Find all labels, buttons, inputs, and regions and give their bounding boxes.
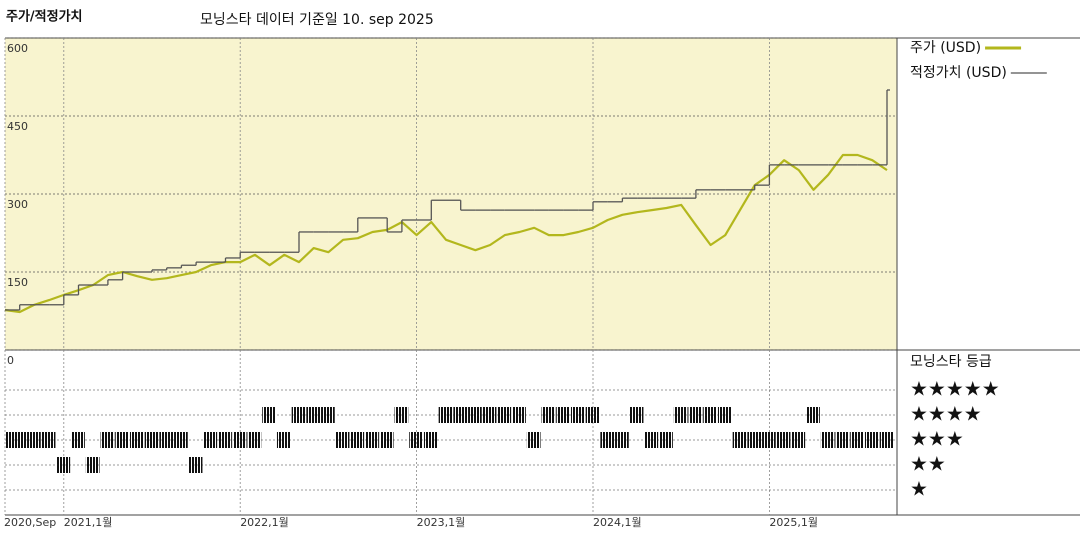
rating-bar	[747, 432, 762, 448]
rating-bar	[321, 407, 335, 423]
rating-bar	[56, 457, 71, 473]
rating-bar	[644, 432, 659, 448]
rating-bar	[453, 407, 468, 423]
rating-bar	[423, 432, 438, 448]
x-tick-label: 2021,1월	[64, 516, 113, 529]
rating-bar	[879, 432, 894, 448]
x-tick-label: 2024,1월	[593, 516, 642, 529]
rating-bar	[541, 407, 556, 423]
x-tick-label: 2020,Sep	[4, 516, 56, 529]
rating-bar	[776, 432, 791, 448]
rating-bar	[232, 432, 247, 448]
rating-bar	[350, 432, 365, 448]
rating-bar	[600, 432, 615, 448]
rating-bar	[497, 407, 512, 423]
rating-bar	[468, 407, 482, 423]
price-line	[4, 153, 888, 314]
rating-bar	[188, 457, 203, 473]
chart-subtitle: 모닝스타 데이터 기준일 10. sep 2025	[200, 12, 434, 28]
rating-bar	[835, 432, 850, 448]
rating-label: ★★★	[910, 427, 964, 451]
rating-bar	[762, 432, 776, 448]
rating-bar	[115, 432, 129, 448]
rating-bar	[659, 432, 673, 448]
legend-label: 적정가치 (USD)	[910, 65, 1007, 81]
rating-label: ★★★★	[910, 402, 982, 426]
legend-label: 주가 (USD)	[910, 40, 981, 56]
rating-bar	[27, 432, 41, 448]
rating-bar	[673, 407, 688, 423]
rating-bar	[12, 432, 27, 448]
rating-bar	[703, 407, 717, 423]
rating-bar	[806, 407, 820, 423]
rating-bar	[732, 432, 747, 448]
rating-bar	[615, 432, 629, 448]
y-tick-label: 450	[7, 120, 28, 133]
rating-bar	[820, 432, 835, 448]
y-tick-label: 600	[7, 42, 28, 55]
rating-bar	[482, 407, 497, 423]
rating-bar	[306, 407, 321, 423]
rating-bar	[864, 432, 879, 448]
rating-bar	[247, 432, 262, 448]
rating-bar	[585, 407, 600, 423]
rating-bar	[688, 407, 703, 423]
rating-bar	[218, 432, 232, 448]
rating-bar	[717, 407, 732, 423]
rating-bar	[556, 407, 570, 423]
rating-title: 모닝스타 등급	[910, 354, 992, 370]
rating-bar	[262, 407, 276, 423]
rating-bar	[365, 432, 379, 448]
rating-label: ★★★★★	[910, 377, 1000, 401]
rating-label: ★	[910, 477, 928, 501]
rating-bar	[791, 432, 806, 448]
rating-label: ★★	[910, 452, 946, 476]
rating-bar	[409, 432, 423, 448]
y-tick-label: 150	[7, 276, 28, 289]
y-tick-label: 300	[7, 198, 28, 211]
rating-bar	[379, 432, 394, 448]
rating-bar	[629, 407, 644, 423]
rating-bar	[276, 432, 291, 448]
rating-bar	[159, 432, 174, 448]
rating-bar	[394, 407, 409, 423]
rating-bar	[203, 432, 218, 448]
rating-bar	[144, 432, 159, 448]
rating-bar	[438, 407, 453, 423]
x-tick-label: 2022,1월	[240, 516, 289, 529]
rating-bar	[129, 432, 144, 448]
rating-bar	[512, 407, 526, 423]
rating-bar	[174, 432, 188, 448]
rating-bar	[526, 432, 541, 448]
rating-bar	[291, 407, 306, 423]
rating-bar	[71, 432, 85, 448]
x-tick-label: 2025,1월	[769, 516, 818, 529]
x-tick-label: 2023,1월	[417, 516, 466, 529]
rating-bar	[100, 432, 115, 448]
rating-bar	[335, 432, 350, 448]
rating-bar	[85, 457, 100, 473]
rating-bar	[850, 432, 864, 448]
y-tick-label: 0	[7, 354, 14, 367]
rating-bar	[41, 432, 56, 448]
chart-title: 주가/적정가치	[6, 9, 83, 25]
rating-bar	[570, 407, 585, 423]
